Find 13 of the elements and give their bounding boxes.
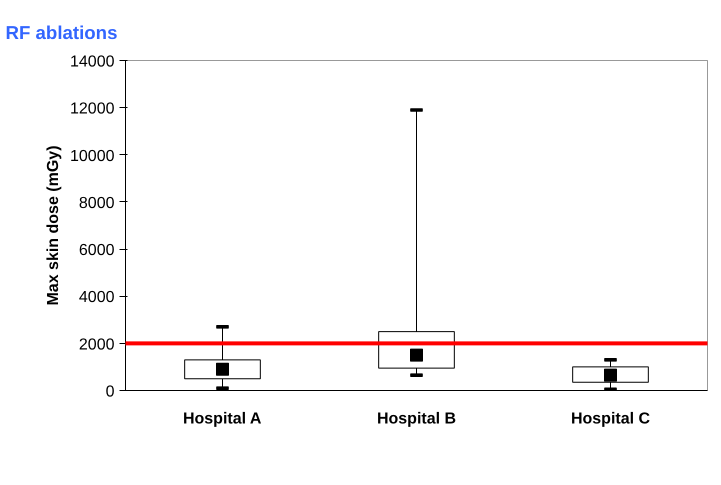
y-tick-label: 6000 [78, 242, 115, 260]
y-tick-label: 14000 [70, 54, 115, 70]
y-tick-label: 2000 [78, 336, 115, 354]
y-tick-label: 4000 [78, 289, 115, 306]
y-tick-label: 12000 [70, 100, 115, 118]
x-tick-label: Hospital C [570, 410, 651, 428]
y-tick-label: 8000 [78, 194, 115, 212]
y-axis-title: Max skin dose (mGy) [45, 145, 62, 306]
y-tick-label: 0 [106, 384, 115, 400]
x-tick-label: Hospital B [376, 410, 456, 428]
y-tick-label: 10000 [70, 148, 115, 165]
x-tick-label: Hospital A [182, 410, 262, 428]
chart-title: RF ablations [6, 22, 118, 43]
